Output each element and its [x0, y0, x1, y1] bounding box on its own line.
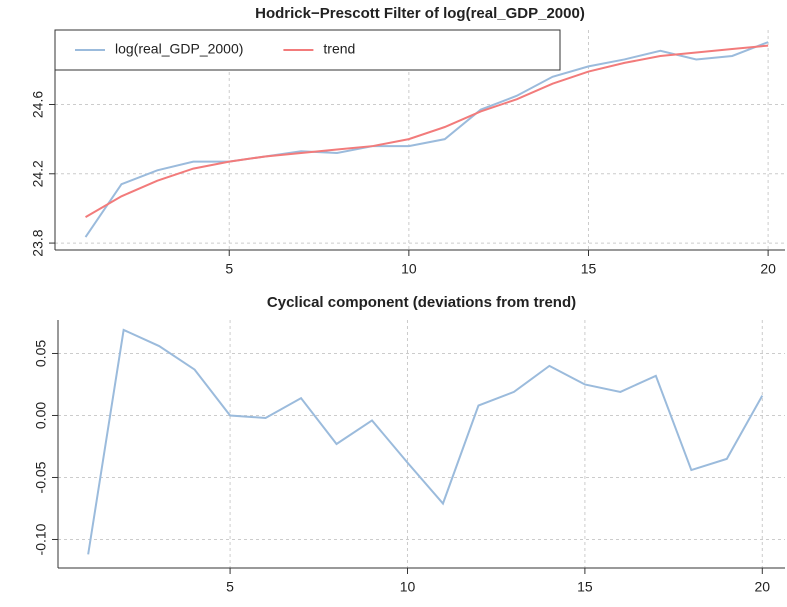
y-tick-label: -0.10: [33, 523, 49, 555]
data-line: [84, 41, 769, 238]
x-tick-label: 15: [577, 579, 593, 595]
legend-label: log(real_GDP_2000): [115, 41, 243, 57]
y-tick-label: 0.00: [33, 402, 49, 429]
y-tick-label: 24.2: [30, 160, 46, 187]
data-line: [87, 328, 764, 555]
x-tick-label: 10: [400, 579, 416, 595]
chart-title: Cyclical component (deviations from tren…: [267, 294, 576, 311]
x-tick-label: 5: [225, 261, 233, 277]
y-tick-label: 24.6: [30, 91, 46, 118]
y-tick-label: 23.8: [30, 229, 46, 256]
y-tick-label: 0.05: [33, 340, 49, 367]
legend-label: trend: [323, 41, 355, 57]
y-tick-label: -0.05: [33, 461, 49, 493]
chart-title: Hodrick−Prescott Filter of log(real_GDP_…: [255, 5, 585, 22]
x-tick-label: 20: [760, 261, 776, 277]
data-line: [85, 44, 769, 218]
x-tick-label: 20: [755, 579, 771, 595]
x-tick-label: 10: [401, 261, 417, 277]
x-tick-label: 15: [581, 261, 597, 277]
x-tick-label: 5: [226, 579, 234, 595]
